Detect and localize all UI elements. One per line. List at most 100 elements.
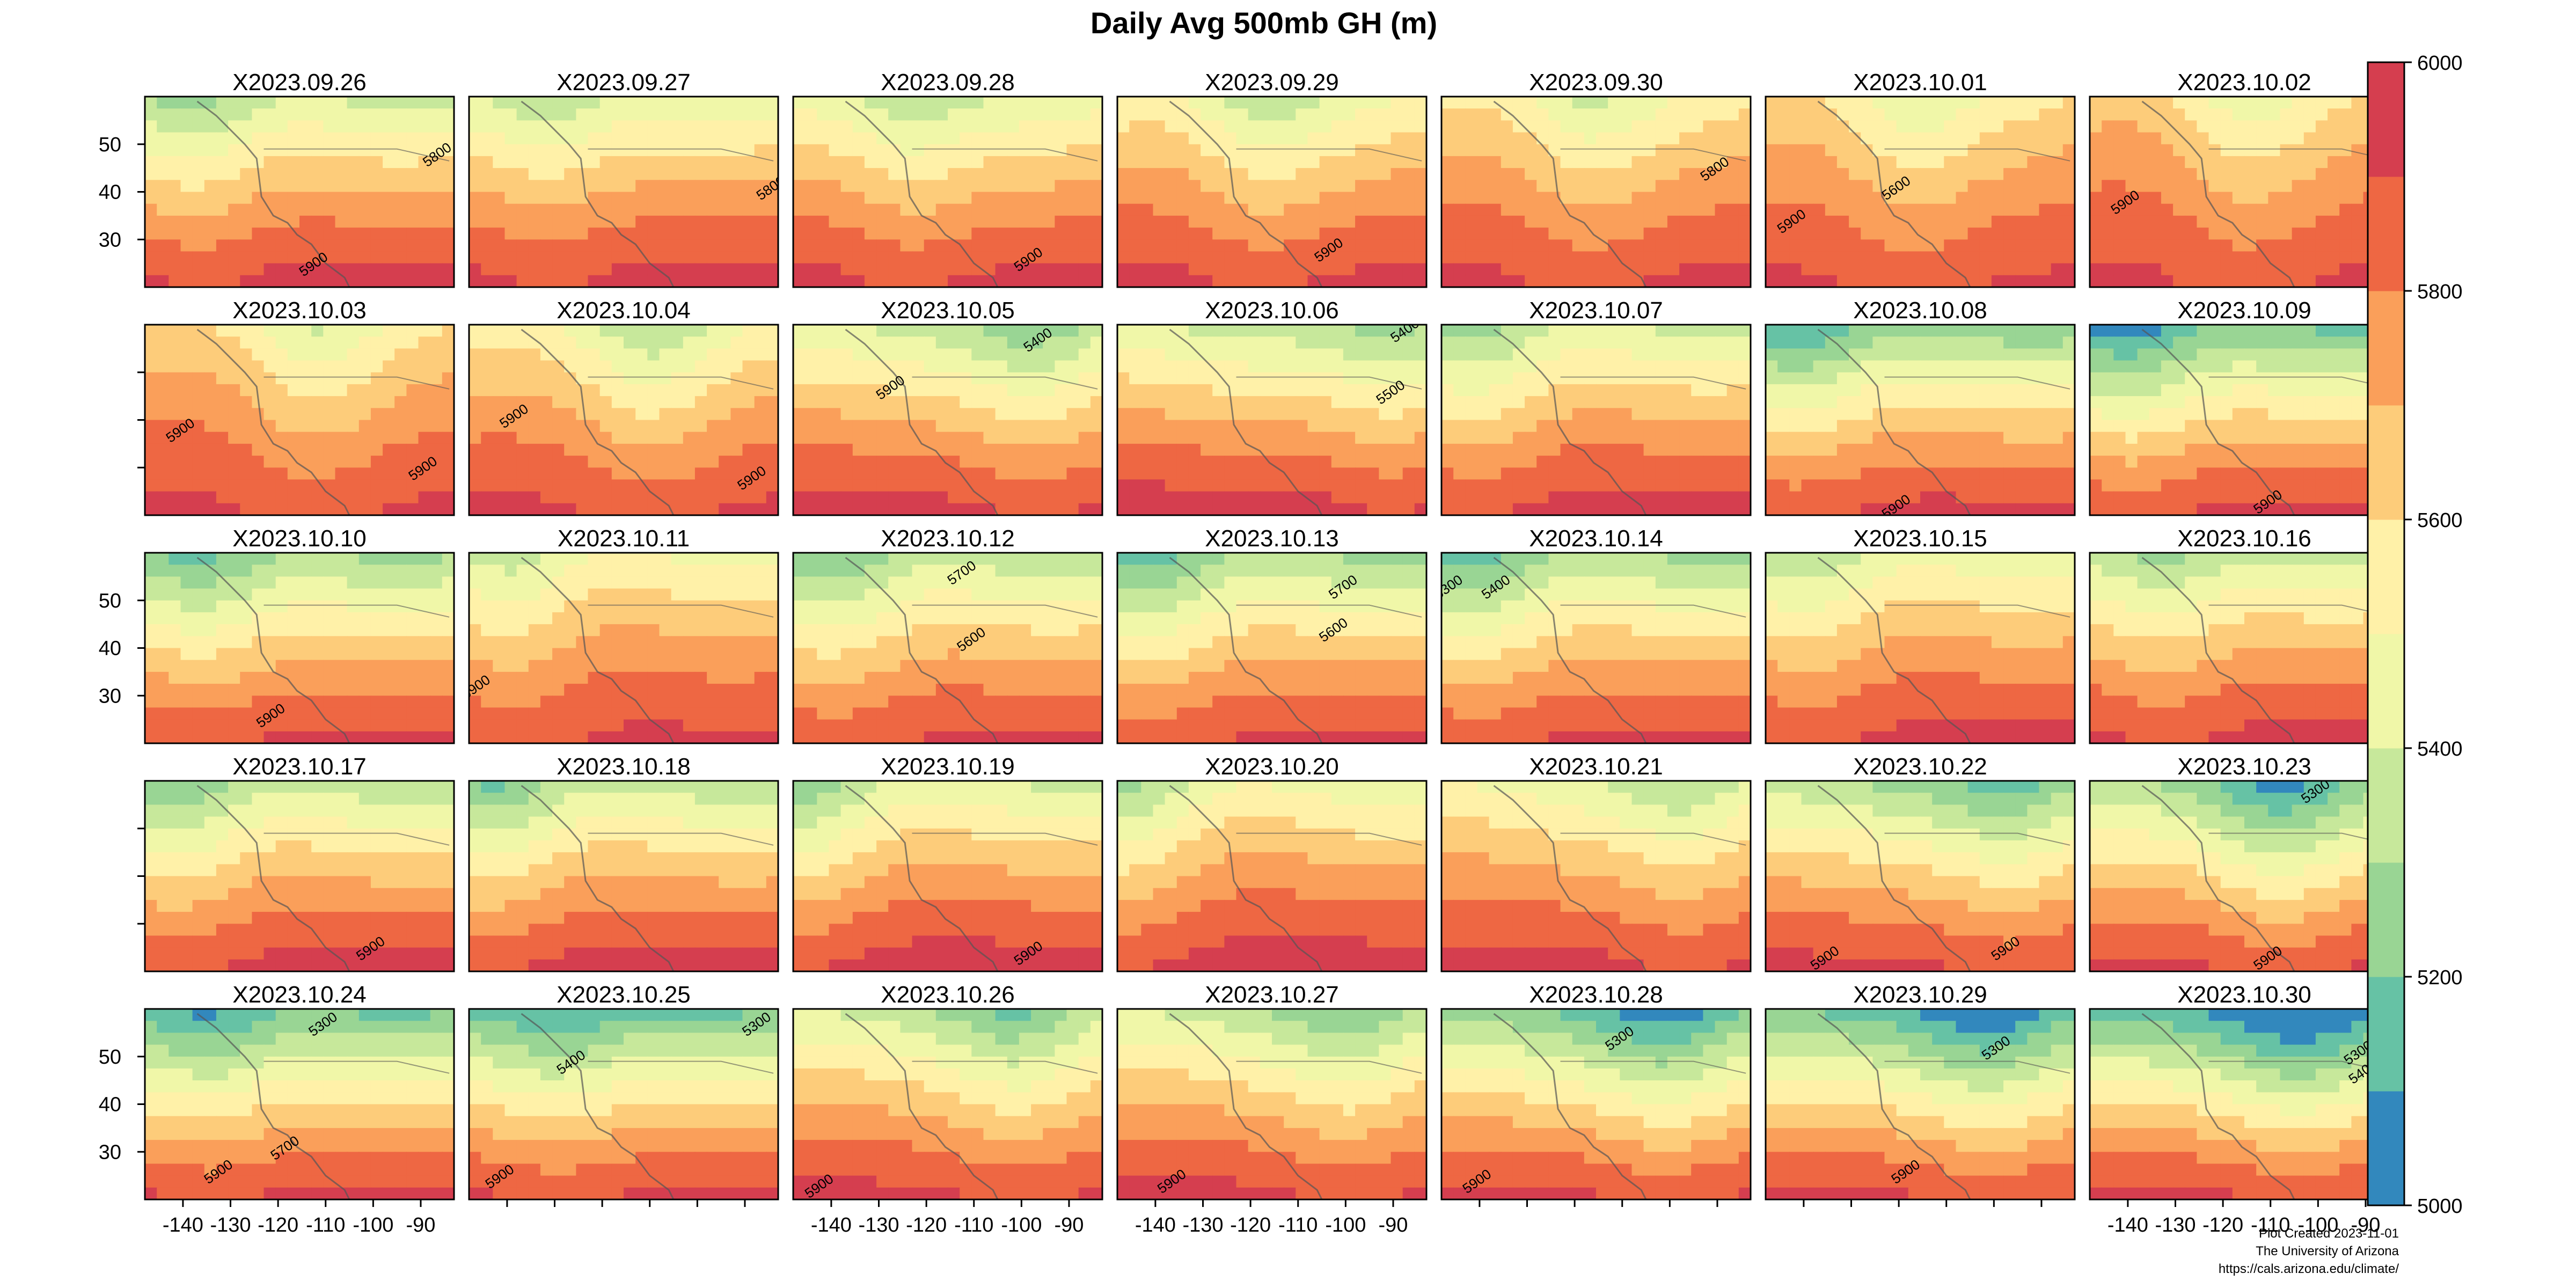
field-cell	[240, 156, 253, 169]
field-cell	[180, 420, 193, 433]
field-cell	[418, 467, 431, 480]
field-cell	[192, 348, 205, 361]
field-cell	[983, 431, 996, 444]
field-cell	[707, 396, 720, 409]
field-cell	[1224, 180, 1237, 193]
field-cell	[442, 192, 454, 204]
field-cell	[1414, 120, 1426, 133]
field-cell	[1703, 108, 1716, 121]
field-cell	[1477, 239, 1490, 252]
field-cell	[900, 479, 913, 492]
field-cell	[2315, 275, 2328, 287]
field-cell	[1212, 479, 1225, 492]
field-cell	[1331, 120, 1344, 133]
field-cell	[1414, 239, 1426, 252]
field-cell	[552, 491, 565, 504]
field-cell	[659, 97, 672, 109]
field-cell	[576, 456, 589, 469]
field-cell	[442, 203, 454, 216]
field-cell	[935, 431, 948, 444]
field-cell	[504, 491, 517, 504]
field-cell	[481, 456, 494, 469]
field-cell	[1153, 228, 1166, 240]
field-cell	[493, 396, 506, 409]
field-cell	[2113, 263, 2126, 276]
field-cell	[1331, 263, 1344, 276]
field-cell	[840, 467, 853, 480]
field-cell	[2125, 251, 2138, 264]
field-cell	[694, 372, 707, 385]
field-cell	[1643, 144, 1656, 157]
field-cell	[707, 97, 720, 109]
field-cell	[1861, 215, 1874, 228]
field-cell	[694, 503, 707, 515]
field-cell	[599, 263, 612, 276]
field-cell	[1441, 360, 1454, 373]
field-cell	[864, 443, 877, 456]
field-cell	[469, 228, 481, 240]
field-cell	[1007, 491, 1020, 504]
field-cell	[1391, 456, 1403, 469]
field-cell	[323, 467, 336, 480]
field-cell	[180, 348, 193, 361]
field-cell	[1525, 120, 1538, 133]
field-cell	[1296, 215, 1308, 228]
field-cell	[347, 384, 360, 397]
field-cell	[1153, 239, 1166, 252]
field-cell	[1584, 251, 1597, 264]
field-cell	[1296, 132, 1308, 145]
field-cell	[1331, 168, 1344, 181]
field-cell	[1066, 132, 1079, 145]
field-cell	[1236, 336, 1249, 349]
field-cell	[852, 239, 865, 252]
field-cell	[1141, 180, 1154, 193]
field-cell	[370, 503, 383, 515]
field-cell	[1055, 215, 1067, 228]
field-cell	[1402, 239, 1415, 252]
field-cell	[1212, 467, 1225, 480]
field-cell	[611, 228, 624, 240]
field-cell	[1176, 239, 1189, 252]
field-cell	[1836, 215, 1849, 228]
field-cell	[1078, 360, 1091, 373]
field-cell	[888, 275, 901, 287]
field-cell	[1679, 203, 1692, 216]
field-cell	[754, 491, 767, 504]
field-cell	[1248, 384, 1261, 397]
field-cell	[2220, 203, 2233, 216]
field-cell	[1896, 97, 1909, 109]
field-cell	[1331, 228, 1344, 240]
field-cell	[1738, 420, 1751, 433]
field-cell	[1560, 215, 1573, 228]
field-cell	[216, 97, 229, 109]
field-cell	[1260, 456, 1272, 469]
field-cell	[971, 108, 984, 121]
field-cell	[1548, 251, 1561, 264]
field-cell	[1367, 360, 1380, 373]
field-cell	[406, 239, 419, 252]
field-cell	[1525, 239, 1538, 252]
field-cell	[971, 203, 984, 216]
field-cell	[540, 228, 553, 240]
field-cell	[1726, 108, 1739, 121]
field-cell	[383, 372, 396, 385]
field-cell	[635, 456, 648, 469]
field-cell	[1367, 372, 1380, 385]
field-cell	[1453, 144, 1466, 157]
field-cell	[370, 396, 383, 409]
field-cell	[829, 431, 841, 444]
field-cell	[2351, 180, 2364, 193]
field-cell	[240, 108, 253, 121]
field-cell	[287, 132, 300, 145]
field-cell	[335, 336, 348, 349]
field-cell	[1501, 372, 1513, 385]
field-cell	[1836, 275, 1849, 287]
field-cell	[1414, 431, 1426, 444]
field-cell	[1501, 203, 1513, 216]
field-cell	[335, 168, 348, 181]
field-cell	[264, 192, 276, 204]
field-cell	[1655, 384, 1668, 397]
field-cell	[1201, 144, 1213, 157]
field-cell	[2208, 180, 2221, 193]
field-cell	[1825, 108, 1838, 121]
